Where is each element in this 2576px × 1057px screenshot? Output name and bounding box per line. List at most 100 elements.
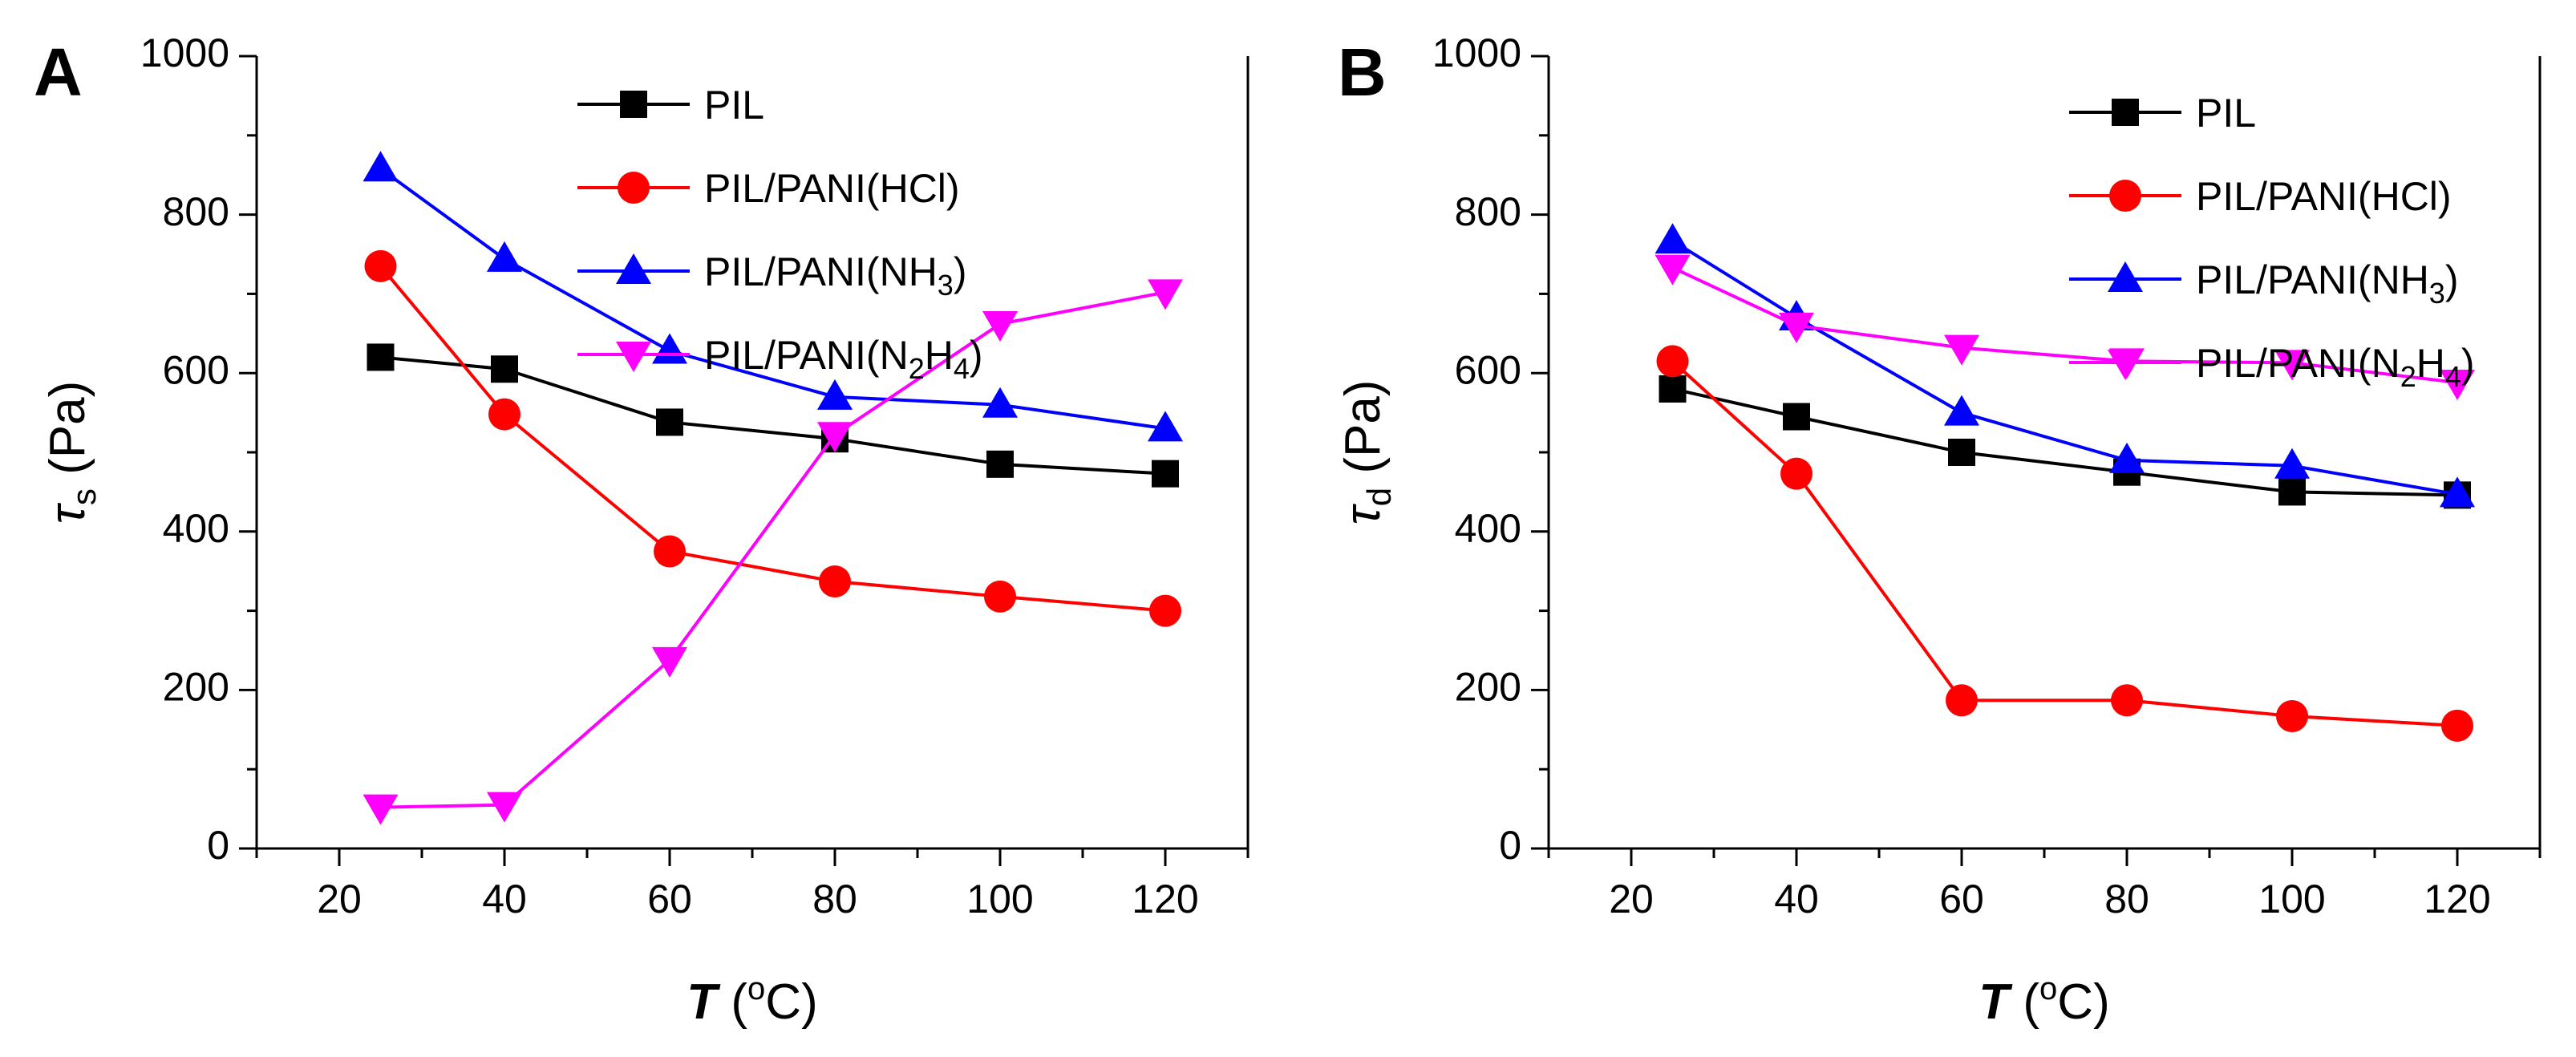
panel-a-legend-marker — [618, 172, 650, 204]
panel-b-legend-marker — [2108, 350, 2143, 380]
panel-a-x-tick-label: 40 — [482, 877, 527, 921]
panel-a-legend-marker — [620, 91, 647, 118]
panel-a-series-pil-pani-hcl-line — [379, 265, 1166, 613]
panel-a-legend-item: PIL — [577, 83, 764, 128]
panel-b-legend-label: PIL — [2196, 91, 2256, 136]
panel-a-legend-label: PIL — [704, 83, 764, 128]
panel-a-x-tick-label: 60 — [647, 877, 692, 921]
panel-a-series-pil-pani-hcl-point — [364, 249, 397, 282]
panel-a-y-tick-label: 400 — [163, 506, 229, 551]
panel-b-y-tick-label: 1000 — [1432, 30, 1521, 75]
panel-b-legend: PIL PIL/PANI(HCl) PIL/PANI(NH3) PIL/PANI(N2… — [2069, 91, 2475, 393]
panel-b-series-pil-pani-nh3-point — [2109, 442, 2145, 473]
panel-a-series-pil-pani-n2h4-line — [380, 290, 1166, 809]
panel-a-series-pil-pani-nh3-line — [379, 167, 1166, 431]
panel-a-series-pil-pani-nh3-point — [652, 333, 687, 364]
panel-a-x-tick-label: 20 — [317, 877, 362, 921]
panel-a-y-tick-label: 1000 — [140, 30, 229, 75]
panel-a-legend-label: PIL/PANI(N2H4) — [704, 333, 983, 385]
panel-a-series-pil-pani-nh3-point — [487, 241, 522, 272]
panel-a-legend-item: PIL/PANI(HCl) — [577, 166, 960, 211]
panel-b-series-pil-point — [1783, 403, 1810, 431]
panel-a-series-pil-pani-hcl-point — [488, 398, 520, 431]
panel-a-legend-marker — [616, 253, 651, 284]
panel-b-series-pil-point — [2278, 478, 2306, 506]
panel-b-x-tick-label: 120 — [2424, 877, 2490, 921]
panel-b-y-tick-label: 0 — [1499, 823, 1521, 868]
panel-b-series-pil-pani-n2h4-point — [1779, 312, 1814, 343]
panel-a-series-pil-pani-hcl-point — [819, 565, 851, 598]
panel-b-y-tick-label: 800 — [1455, 189, 1521, 234]
panel-a-legend-label: PIL/PANI(NH3) — [704, 249, 966, 302]
panel-a-legend-label: PIL/PANI(HCl) — [704, 166, 960, 211]
panel-b-y-tick-label: 600 — [1455, 347, 1521, 392]
panel-b-series-pil-point — [1659, 375, 1687, 403]
panel-b-series-pil-pani-nh3-line — [1671, 239, 2458, 496]
panel-b-y-axis-title: τd (Pa) — [1335, 380, 1398, 525]
panel-b-legend-label: PIL/PANI(NH3) — [2196, 257, 2458, 310]
panel-a-series-pil-pani-n2h4-point — [817, 422, 853, 453]
panel-b-series-pil-pani-hcl-point — [2441, 709, 2473, 742]
panel-b-x-tick-label: 40 — [1774, 877, 1819, 921]
panel-a-label: A — [34, 34, 83, 110]
panel-b-series-pil-pani-n2h4-point — [2274, 350, 2310, 381]
panel-a-series-pil-point — [986, 450, 1014, 478]
panel-b-legend-item: PIL — [2069, 91, 2256, 136]
panel-a-series-pil-pani-hcl-point — [1149, 594, 1181, 627]
panel-b-series-pil-pani-nh3-point — [2440, 476, 2475, 508]
panel-a-series-pil-pani-nh3-point — [363, 151, 399, 182]
panel-b-legend-label: PIL/PANI(HCl) — [2196, 174, 2452, 219]
panel-a-y-tick-label: 800 — [163, 189, 229, 234]
panel-b-legend-label: PIL/PANI(N2H4) — [2196, 341, 2475, 393]
panel-b-series-pil-pani-hcl-point — [1780, 457, 1813, 490]
panel-b-series-pil-pani-hcl-point — [1946, 684, 1978, 717]
panel-a-series-pil-pani-nh3-point — [817, 379, 853, 410]
panel-b-series-pil-pani-n2h4-line — [1671, 265, 2458, 385]
panel-a-series-pil-pani-n2h4-point — [652, 646, 687, 678]
panel-b-legend-item: PIL/PANI(NH3) — [2069, 257, 2458, 310]
panel-a-series-pil-pani-hcl-point — [654, 535, 686, 568]
panel-a-y-tick-label: 0 — [207, 823, 229, 868]
panel-b-legend-item: PIL/PANI(N2H4) — [2069, 341, 2475, 393]
panel-a-y-axis-title: τs (Pa) — [40, 381, 103, 524]
panel-b-legend-marker — [2109, 180, 2141, 212]
panel-a-legend: PIL PIL/PANI(HCl) PIL/PANI(NH3) PIL/PANI(N2… — [577, 83, 983, 385]
panel-b-legend-item: PIL/PANI(HCl) — [2069, 174, 2452, 219]
panel-b-x-tick-label: 100 — [2258, 877, 2325, 921]
panel-b-series-pil-pani-nh3-point — [1944, 395, 1979, 426]
panel-a-series-pil-point — [491, 355, 518, 383]
panel-b-legend-marker — [2108, 261, 2143, 292]
panel-a-legend-item: PIL/PANI(N2H4) — [577, 333, 983, 385]
panel-a-x-tick-label: 100 — [966, 877, 1033, 921]
panel-b-y-tick-label: 400 — [1455, 506, 1521, 551]
panel-a-series-pil-pani-n2h4-point — [982, 310, 1018, 342]
panel-b-y-tick-label: 200 — [1455, 665, 1521, 710]
panel-a-series-pil-pani-n2h4-point — [487, 792, 522, 823]
panel-b-series-pil-pani-n2h4-point — [1655, 254, 1691, 286]
panel-a-x-tick-label: 80 — [812, 877, 857, 921]
panel-a-series-pil-point — [656, 408, 683, 436]
panel-a-series-pil-pani-n2h4-point — [1148, 279, 1183, 310]
panel-a-x-axis-title: T (oC) — [687, 971, 817, 1030]
panel-a: A 0 200 400 600 800 1000 20 40 60 80 100 120 τs (Pa) T… — [34, 30, 1250, 1030]
panel-a-series-pil-pani-hcl-point — [984, 580, 1016, 613]
panel-b-x-tick-label: 20 — [1609, 877, 1654, 921]
panel-a-series-pil-pani-nh3-point — [982, 387, 1018, 418]
panel-a-legend-marker — [616, 342, 651, 372]
panel-a-series-pil-pani-n2h4-point — [363, 794, 399, 825]
panel-b-series-pil-line — [1672, 387, 2458, 497]
panel-b-series-pil-pani-nh3-point — [1655, 223, 1691, 254]
panel-b-series-pil-pani-n2h4-point — [2440, 370, 2475, 401]
panel-a-series-pil-point — [1152, 460, 1179, 488]
panel-a-series-pil-point — [367, 343, 395, 371]
panel-a-y-tick-label: 600 — [163, 347, 229, 392]
panel-b-x-tick-label: 80 — [2104, 877, 2149, 921]
panel-b-series-pil-pani-n2h4-point — [1944, 334, 1979, 366]
panel-b-x-tick-label: 60 — [1939, 877, 1984, 921]
panel-b-series-pil-pani-hcl-point — [1656, 345, 1689, 378]
panel-b: B 0 200 400 600 800 1000 20 40 60 80 100 120 τd (Pa) T… — [1335, 30, 2542, 1030]
panel-b-series-pil-pani-hcl-point — [2111, 684, 2143, 717]
panel-b-series-pil-pani-hcl-point — [2276, 700, 2308, 733]
panel-b-legend-marker — [2112, 99, 2139, 126]
